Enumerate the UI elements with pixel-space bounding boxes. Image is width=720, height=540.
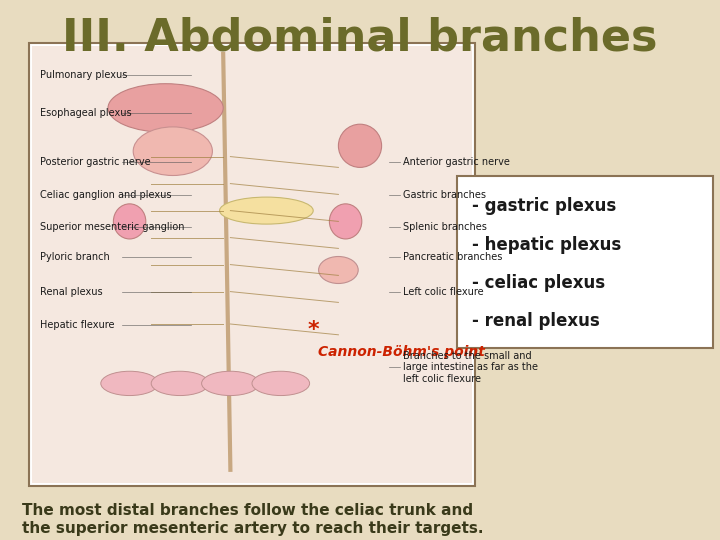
Ellipse shape (151, 372, 209, 395)
Text: Pyloric branch: Pyloric branch (40, 252, 109, 261)
Text: III. Abdominal branches: III. Abdominal branches (62, 16, 658, 59)
Text: Superior mesenteric ganglion: Superior mesenteric ganglion (40, 222, 184, 232)
Ellipse shape (101, 372, 158, 395)
Ellipse shape (114, 204, 145, 239)
FancyBboxPatch shape (29, 43, 475, 486)
Text: Cannon-Böhm's point: Cannon-Böhm's point (318, 345, 485, 359)
Text: The most distal branches follow the celiac trunk and: The most distal branches follow the celi… (22, 503, 473, 518)
Ellipse shape (202, 372, 259, 395)
Text: Esophageal plexus: Esophageal plexus (40, 109, 131, 118)
Ellipse shape (338, 124, 382, 167)
Ellipse shape (318, 256, 359, 284)
Ellipse shape (329, 204, 361, 239)
Text: Splenic branches: Splenic branches (403, 222, 487, 232)
FancyBboxPatch shape (32, 46, 472, 483)
Text: Gastric branches: Gastric branches (403, 191, 486, 200)
Text: Hepatic flexure: Hepatic flexure (40, 320, 114, 330)
Text: Pulmonary plexus: Pulmonary plexus (40, 70, 127, 79)
Text: - hepatic plexus: - hepatic plexus (472, 235, 621, 254)
Ellipse shape (133, 127, 212, 176)
Text: Anterior gastric nerve: Anterior gastric nerve (403, 157, 510, 167)
Text: the superior mesenteric artery to reach their targets.: the superior mesenteric artery to reach … (22, 521, 483, 536)
Text: Left colic flexure: Left colic flexure (403, 287, 484, 296)
Text: Pancreatic branches: Pancreatic branches (403, 252, 503, 261)
Text: Celiac ganglion and plexus: Celiac ganglion and plexus (40, 191, 171, 200)
Text: *: * (307, 320, 319, 341)
Ellipse shape (220, 197, 313, 224)
Text: - renal plexus: - renal plexus (472, 313, 599, 330)
Text: Posterior gastric nerve: Posterior gastric nerve (40, 157, 150, 167)
Text: Branches to the small and
large intestine as far as the
left colic flexure: Branches to the small and large intestin… (403, 350, 539, 384)
FancyBboxPatch shape (457, 176, 713, 348)
Ellipse shape (108, 84, 223, 132)
Text: Renal plexus: Renal plexus (40, 287, 102, 296)
Text: - celiac plexus: - celiac plexus (472, 274, 605, 292)
Text: - gastric plexus: - gastric plexus (472, 197, 616, 215)
Ellipse shape (252, 372, 310, 395)
